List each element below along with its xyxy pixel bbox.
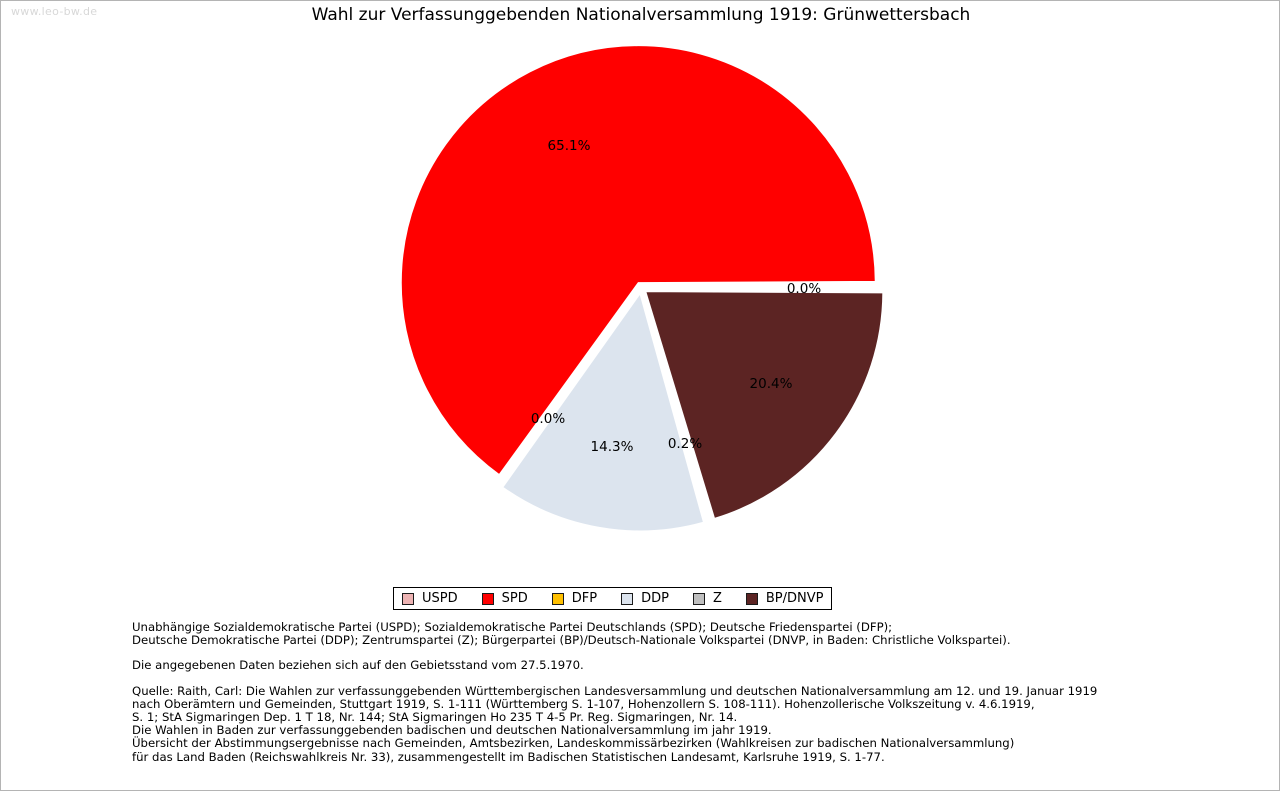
legend-item-ddp: DDP	[621, 591, 669, 606]
footnote-line: nach Oberämtern und Gemeinden, Stuttgart…	[132, 696, 1035, 711]
legend-swatch-icon	[551, 592, 564, 605]
legend-item-label: BP/DNVP	[765, 591, 824, 606]
legend-item-label: USPD	[422, 591, 458, 606]
footnote-line: S. 1; StA Sigmaringen Dep. 1 T 18, Nr. 1…	[132, 710, 738, 725]
legend-item-label: DFP	[571, 591, 598, 606]
footnote-line: Übersicht der Abstimmungsergebnisse nach…	[132, 736, 1015, 751]
pie-label-uspd: 0.0%	[786, 281, 822, 297]
legend-swatch-icon	[745, 592, 758, 605]
legend-item-uspd: USPD	[402, 591, 458, 606]
legend-swatch-icon	[692, 592, 705, 605]
footnote-line: Quelle: Raith, Carl: Die Wahlen zur verf…	[132, 683, 1098, 698]
pie-label-spd: 65.1%	[547, 138, 591, 154]
chart-legend: USPD SPD DFP DDP Z BP/DNVP	[393, 587, 833, 610]
legend-item-spd: SPD	[481, 591, 528, 606]
pie-label-z: 0.2%	[667, 436, 703, 452]
footnotes: Unabhängige Sozialdemokratische Partei (…	[132, 620, 1212, 764]
legend-item-dfp: DFP	[551, 591, 598, 606]
footnote-parties: Unabhängige Sozialdemokratische Partei (…	[132, 620, 1212, 648]
pie-slice-bp-dnvp	[645, 291, 884, 520]
pie-chart: 0.0% 65.1% 0.0% 14.3% 0.2% 20.4%	[1, 31, 1280, 571]
footnote-line: Deutsche Demokratische Partei (DDP); Zen…	[132, 633, 1011, 648]
site-watermark: www.leo-bw.de	[11, 5, 98, 18]
legend-swatch-icon	[481, 592, 494, 605]
footnote-territory: Die angegebenen Daten beziehen sich auf …	[132, 659, 1212, 672]
footnote-source: Quelle: Raith, Carl: Die Wahlen zur verf…	[132, 683, 1212, 764]
pie-slice-z	[642, 293, 710, 523]
pie-label-dfp: 0.0%	[530, 411, 566, 427]
legend-item-label: Z	[712, 591, 722, 606]
footnote-line: Die Wahlen in Baden zur verfassunggebend…	[132, 723, 772, 738]
legend-item-label: DDP	[641, 591, 669, 606]
pie-label-bp-dnvp: 20.4%	[749, 376, 793, 392]
pie-slice-spd	[400, 45, 876, 476]
legend-swatch-icon	[621, 592, 634, 605]
pie-label-ddp: 14.3%	[590, 439, 634, 455]
footnote-line: Die angegebenen Daten beziehen sich auf …	[132, 658, 584, 673]
footnote-line: Unabhängige Sozialdemokratische Partei (…	[132, 620, 893, 634]
legend-item-bp-dnvp: BP/DNVP	[745, 591, 824, 606]
footnote-line: für das Land Baden (Reichswahlkreis Nr. …	[132, 749, 885, 764]
legend-swatch-icon	[402, 592, 414, 605]
legend-item-z: Z	[692, 591, 722, 606]
pie-chart-svg	[400, 45, 884, 532]
pie-slice-ddp	[502, 292, 705, 532]
page-title: Wahl zur Verfassunggebenden Nationalvers…	[311, 5, 971, 25]
legend-item-label: SPD	[501, 591, 528, 606]
